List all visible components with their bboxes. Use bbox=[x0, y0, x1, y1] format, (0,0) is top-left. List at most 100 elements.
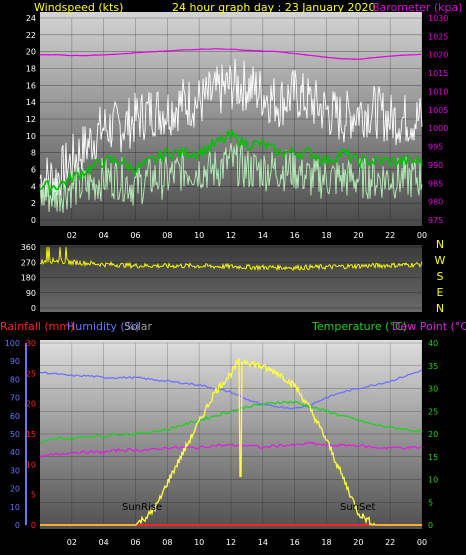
wind-y-tick-label: 20 bbox=[26, 48, 36, 57]
barometer-tick-label: 1020 bbox=[428, 51, 448, 60]
rainfall-axis-title: Rainfall (mm) bbox=[0, 320, 74, 333]
wind-x-tick-label: 04 bbox=[99, 231, 109, 240]
temperature-tick-label: 30 bbox=[428, 385, 438, 394]
temperature-tick-label: 10 bbox=[428, 476, 438, 485]
barometer-tick-label: 985 bbox=[428, 179, 443, 188]
temp-x-tick-label: 22 bbox=[385, 538, 395, 547]
humidity-series bbox=[39, 369, 423, 410]
direction-y-tick-label: 270 bbox=[21, 258, 36, 267]
barometer-tick-label: 1000 bbox=[428, 124, 448, 133]
temperature-tick-label: 40 bbox=[428, 339, 438, 348]
temp-x-tick-label: 14 bbox=[258, 538, 268, 547]
wind-y-tick-label: 6 bbox=[31, 166, 36, 175]
direction-panel-bg bbox=[40, 245, 422, 312]
barometer-tick-label: 1010 bbox=[428, 87, 448, 96]
compass-label: E bbox=[437, 286, 444, 299]
temp-x-tick-label: 18 bbox=[321, 538, 331, 547]
barometer-series bbox=[39, 48, 422, 60]
direction-y-tick-label: 180 bbox=[21, 274, 36, 283]
humidity-tick-label: 40 bbox=[10, 448, 20, 457]
sunrise-label: SunRise bbox=[122, 502, 162, 513]
compass-label: W bbox=[435, 254, 446, 267]
temp-panel-bg bbox=[40, 340, 422, 529]
direction-y-tick-label: 0 bbox=[31, 304, 36, 313]
temperature-tick-label: 25 bbox=[428, 407, 438, 416]
temperature-tick-label: 5 bbox=[428, 498, 433, 507]
compass-label: N bbox=[436, 302, 444, 315]
wind-y-tick-label: 4 bbox=[31, 182, 36, 191]
barometer-tick-label: 1015 bbox=[428, 69, 448, 78]
axis-labels: 0246810121416182022249759809859909951000… bbox=[5, 14, 449, 547]
series-layer bbox=[39, 48, 423, 526]
wind-x-tick-label: 14 bbox=[258, 231, 268, 240]
temp-x-tick-label: 00 bbox=[417, 538, 427, 547]
temp-x-tick-label: 08 bbox=[162, 538, 172, 547]
humidity-tick-label: 30 bbox=[10, 466, 20, 475]
temperature-tick-label: 15 bbox=[428, 453, 438, 462]
temperature-series bbox=[39, 400, 423, 444]
temperature-tick-label: 20 bbox=[428, 430, 438, 439]
wind-x-tick-label: 12 bbox=[226, 231, 236, 240]
wind-gust-series bbox=[39, 58, 423, 201]
wind-x-tick-label: 22 bbox=[385, 231, 395, 240]
temp-x-tick-label: 12 bbox=[226, 538, 236, 547]
sunset-label: SunSet bbox=[340, 502, 376, 513]
dew_point-series bbox=[39, 441, 423, 459]
temperature-tick-label: 35 bbox=[428, 362, 438, 371]
solar-series bbox=[40, 357, 422, 526]
temp-x-tick-label: 04 bbox=[99, 538, 109, 547]
humidity-tick-label: 100 bbox=[5, 339, 20, 348]
date-title: 24 hour graph day : 23 January 2020 bbox=[172, 1, 376, 14]
solar-axis-title: Solar bbox=[124, 320, 153, 333]
temperature-axis-title: Temperature (°C) bbox=[311, 320, 407, 333]
barometer-tick-label: 995 bbox=[428, 143, 443, 152]
wind-y-tick-label: 16 bbox=[26, 81, 36, 90]
wind-x-tick-label: 06 bbox=[130, 231, 140, 240]
wind-y-tick-label: 10 bbox=[26, 132, 36, 141]
wind-y-tick-label: 12 bbox=[26, 115, 36, 124]
wind-y-tick-label: 2 bbox=[31, 199, 36, 208]
barometer-tick-label: 990 bbox=[428, 161, 443, 170]
wind-x-tick-label: 00 bbox=[417, 231, 427, 240]
rainfall-tick-label: 10 bbox=[26, 460, 36, 469]
humidity-tick-label: 80 bbox=[10, 375, 20, 384]
direction-y-tick-label: 360 bbox=[21, 243, 36, 252]
wind-y-tick-label: 14 bbox=[26, 98, 36, 107]
temp-x-tick-label: 06 bbox=[130, 538, 140, 547]
humidity-tick-label: 90 bbox=[10, 357, 20, 366]
barometer-tick-label: 1005 bbox=[428, 106, 448, 115]
humidity-tick-label: 70 bbox=[10, 394, 20, 403]
temp-x-tick-label: 20 bbox=[353, 538, 363, 547]
temp-x-tick-label: 16 bbox=[290, 538, 300, 547]
rainfall-tick-label: 30 bbox=[26, 339, 36, 348]
dewpoint-axis-title: Dew Point (°C) bbox=[392, 320, 466, 333]
humidity-axis-title: Humidity (%) bbox=[67, 320, 139, 333]
barometer-axis-title: Barometer (kpa) bbox=[372, 1, 463, 14]
rainfall-tick-label: 20 bbox=[26, 400, 36, 409]
wind-y-tick-label: 0 bbox=[31, 216, 36, 225]
temp-x-tick-label: 02 bbox=[67, 538, 77, 547]
wind-axis-title: Windspeed (kts) bbox=[34, 1, 123, 14]
barometer-tick-label: 975 bbox=[428, 216, 443, 225]
rainfall-tick-label: 5 bbox=[31, 491, 36, 500]
rainfall-tick-label: 15 bbox=[26, 430, 36, 439]
humidity-tick-label: 50 bbox=[10, 430, 20, 439]
wind-average-series bbox=[39, 128, 423, 195]
wind-x-tick-label: 08 bbox=[162, 231, 172, 240]
rainfall-tick-label: 0 bbox=[31, 521, 36, 530]
wind-speed-series bbox=[39, 143, 423, 213]
wind-x-tick-label: 16 bbox=[290, 231, 300, 240]
wind-y-tick-label: 24 bbox=[26, 14, 36, 23]
temp-x-tick-label: 10 bbox=[194, 538, 204, 547]
rainfall-tick-label: 25 bbox=[26, 369, 36, 378]
temperature-tick-label: 0 bbox=[428, 521, 433, 530]
humidity-tick-label: 10 bbox=[10, 503, 20, 512]
wind-y-tick-label: 22 bbox=[26, 31, 36, 40]
wind-y-tick-label: 8 bbox=[31, 149, 36, 158]
wind-x-tick-label: 02 bbox=[67, 231, 77, 240]
wind-x-tick-label: 18 bbox=[321, 231, 331, 240]
barometer-tick-label: 1025 bbox=[428, 32, 448, 41]
compass-label: S bbox=[437, 270, 444, 283]
